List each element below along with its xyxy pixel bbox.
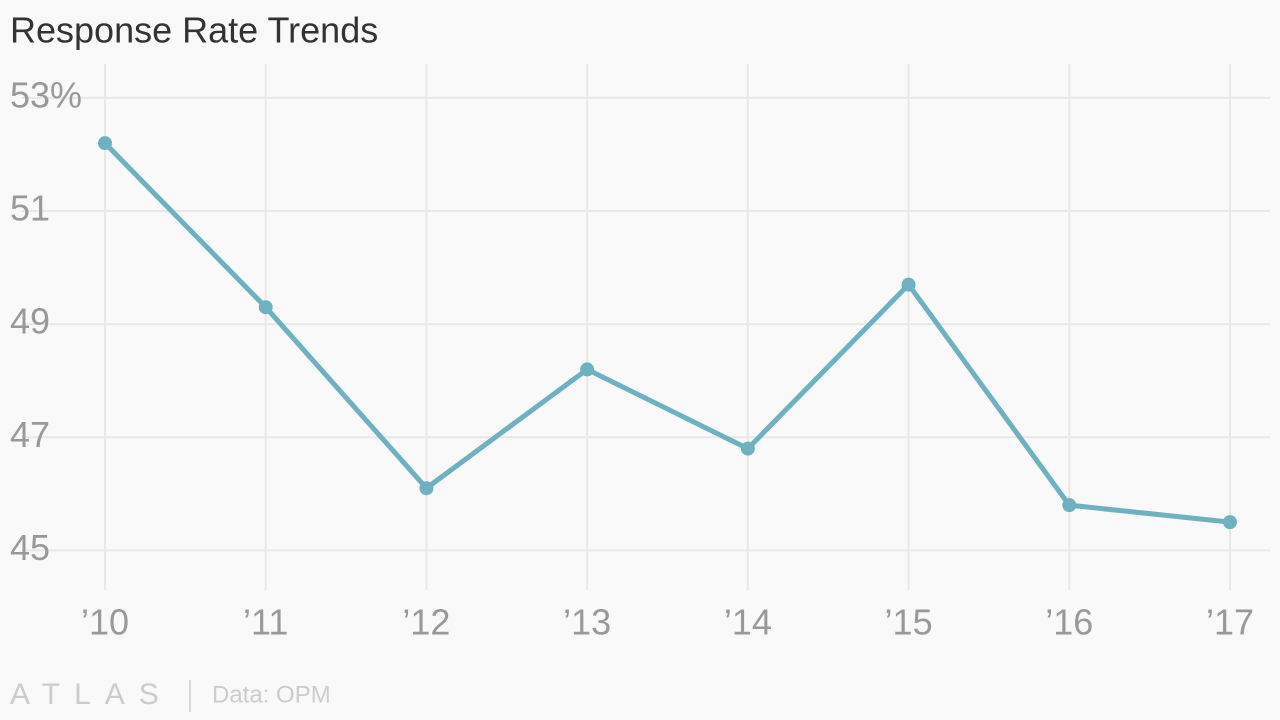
x-tick-label: ’17 (1206, 602, 1254, 643)
x-tick-label: ’13 (563, 602, 611, 643)
y-tick-label: 51 (10, 188, 50, 229)
x-tick-label: ’15 (885, 602, 933, 643)
point (1223, 515, 1237, 530)
x-tick-label: ’16 (1045, 602, 1093, 643)
line (103, 141, 1231, 525)
y-tick-label: 53% (10, 74, 82, 115)
x-tick-label: ’12 (402, 602, 450, 643)
point (580, 362, 595, 377)
y-tick-label: 45 (10, 527, 50, 568)
y-tick-label: 49 (10, 301, 50, 342)
brand: ATLAS (10, 678, 173, 711)
x-tick-label: ’14 (724, 602, 772, 643)
chart-title: Response Rate Trends (10, 10, 378, 51)
source: Data: OPM (212, 681, 331, 708)
y-tick-label: 47 (10, 414, 50, 455)
point (419, 481, 434, 496)
point (1062, 498, 1077, 513)
point (740, 441, 755, 456)
point (258, 300, 273, 315)
x-tick-label: ’10 (81, 602, 129, 643)
point (901, 277, 916, 292)
point (98, 136, 112, 151)
x-tick-label: ’11 (243, 602, 288, 643)
